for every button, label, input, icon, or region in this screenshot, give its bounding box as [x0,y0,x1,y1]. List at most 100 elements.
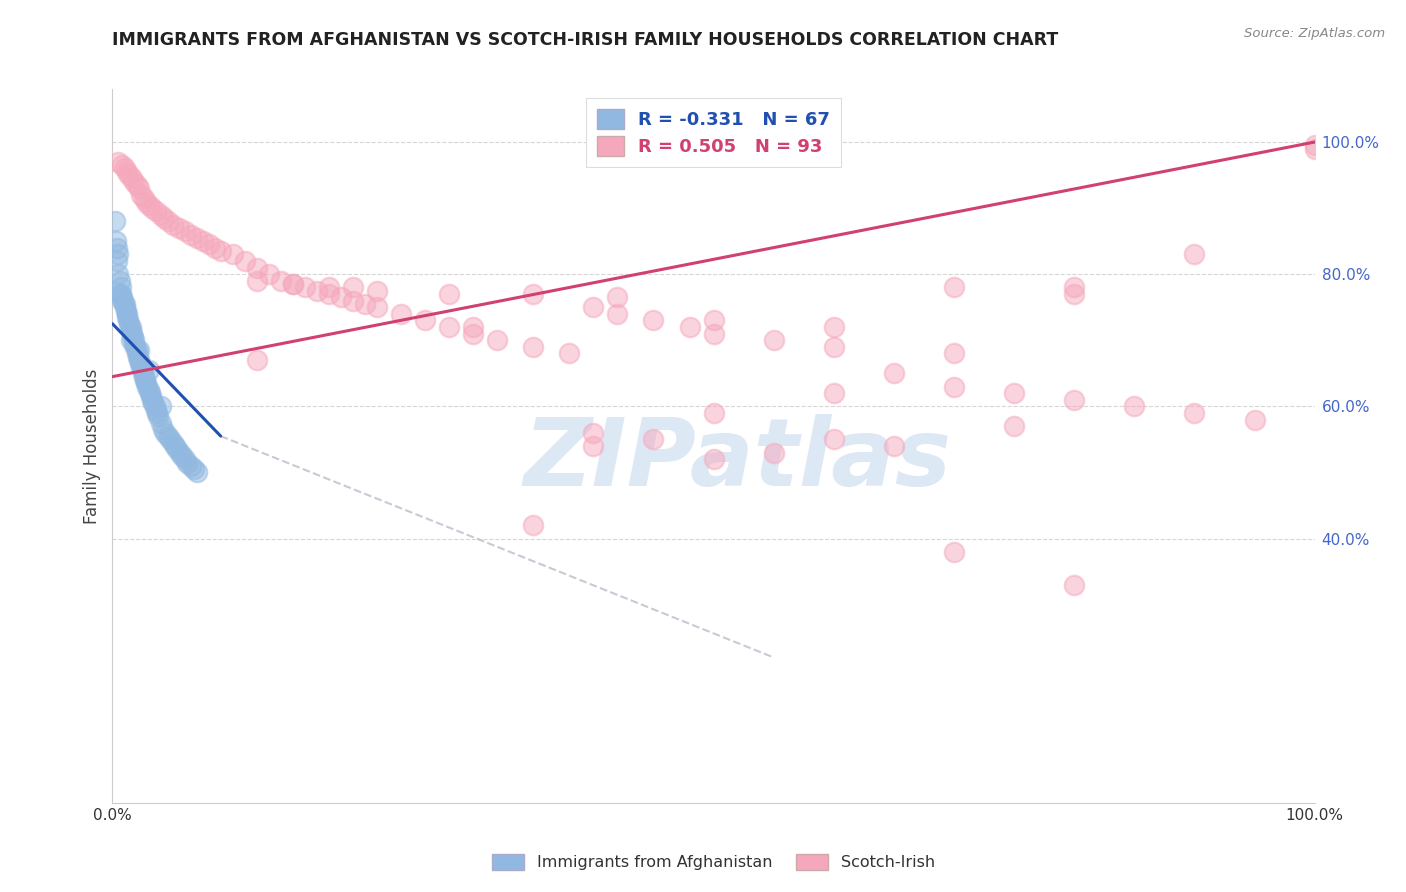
Point [180,458,202,473]
Point [131,359,153,374]
Point [134,373,156,387]
Point [138,198,160,212]
Point [108,287,131,301]
Point [115,307,138,321]
Point [437,320,460,334]
Point [558,346,581,360]
Point [318,280,340,294]
Point [762,445,785,459]
Point [305,284,328,298]
Point [121,326,143,341]
Point [823,433,845,447]
Point [142,396,165,410]
Point [129,356,152,370]
Point [122,330,145,344]
Point [762,333,785,347]
Point [257,267,280,281]
Point [122,336,145,351]
Point [522,340,544,354]
Point [942,280,965,294]
Point [209,244,232,258]
Point [120,323,142,337]
Point [111,290,134,304]
Point [942,346,965,360]
Point [270,274,292,288]
Point [1243,412,1265,426]
Point [117,313,139,327]
Point [110,287,132,301]
Point [114,297,136,311]
Point [166,442,188,457]
Point [172,449,194,463]
Point [702,406,725,420]
Point [107,247,129,261]
Point [146,406,169,420]
Point [107,267,129,281]
Point [173,224,195,238]
Point [486,333,509,347]
Point [342,293,364,308]
Point [118,317,141,331]
Point [169,445,191,459]
Point [139,386,162,401]
Point [125,178,148,192]
Point [139,389,162,403]
Point [135,194,157,209]
Point [132,191,155,205]
Point [167,221,190,235]
Point [522,287,544,301]
Point [152,422,174,436]
Point [110,280,132,294]
Point [281,277,304,292]
Point [702,452,725,467]
Point [108,274,131,288]
Point [114,161,136,176]
Point [1002,419,1025,434]
Point [128,181,150,195]
Point [145,204,167,219]
Point [153,211,176,225]
Point [606,290,628,304]
Point [115,310,138,325]
Point [118,168,141,182]
Point [131,363,153,377]
Point [702,326,725,341]
Point [246,353,269,368]
Point [294,280,316,294]
Point [149,208,172,222]
Point [143,400,166,414]
Point [883,367,905,381]
Point [354,297,377,311]
Point [183,462,205,476]
Point [186,466,208,480]
Point [163,439,186,453]
Point [582,425,605,440]
Point [115,165,138,179]
Point [1303,142,1326,156]
Point [120,333,142,347]
Point [128,353,150,368]
Point [366,284,388,298]
Point [582,300,605,314]
Point [128,343,150,358]
Point [204,241,226,255]
Point [246,274,269,288]
Point [389,307,412,321]
Point [138,383,160,397]
Point [114,303,136,318]
Point [146,409,169,424]
Point [107,154,129,169]
Point [1063,287,1085,301]
Legend: Immigrants from Afghanistan, Scotch-Irish: Immigrants from Afghanistan, Scotch-Iris… [485,847,942,877]
Point [942,545,965,559]
Point [1002,386,1025,401]
Point [1063,392,1085,407]
Point [173,452,195,467]
Point [246,260,269,275]
Point [606,307,628,321]
Point [176,456,198,470]
Point [149,400,172,414]
Point [582,439,605,453]
Point [823,340,845,354]
Point [141,201,163,215]
